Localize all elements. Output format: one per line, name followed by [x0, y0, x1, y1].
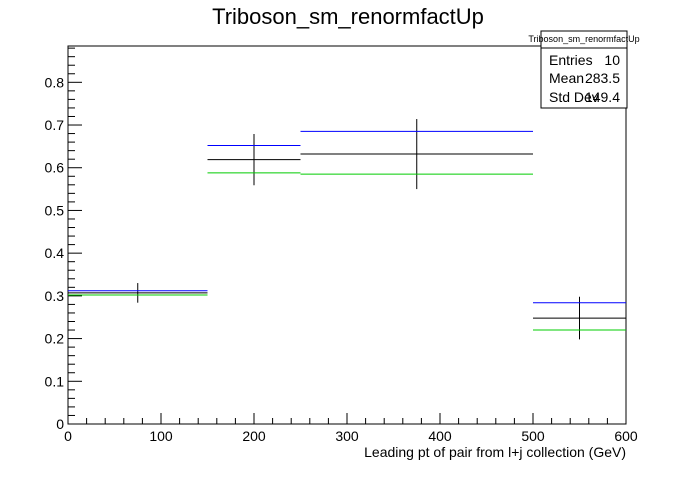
x-tick-label: 200 — [242, 428, 266, 444]
x-tick-label: 600 — [614, 428, 638, 444]
x-axis-label: Leading pt of pair from l+j collection (… — [364, 444, 626, 460]
stats-stddev-label: Std Dev — [549, 89, 599, 105]
series-1 — [68, 130, 626, 304]
stats-box-title: Triboson_sm_renormfactUp — [528, 34, 639, 44]
series-2 — [68, 172, 626, 331]
series-0 — [68, 119, 626, 340]
y-tick-label: 0 — [56, 416, 64, 432]
y-tick-label: 0.5 — [45, 202, 65, 218]
stats-stddev-value: 149.4 — [585, 89, 620, 105]
stats-entries-label: Entries — [549, 52, 593, 68]
x-tick-label: 100 — [149, 428, 173, 444]
y-tick-label: 0.2 — [45, 331, 65, 347]
y-tick-label: 0.4 — [45, 245, 65, 261]
y-tick-label: 0.7 — [45, 117, 65, 133]
chart-title: Triboson_sm_renormfactUp — [212, 4, 484, 29]
stats-box: Triboson_sm_renormfactUp Entries 10 Mean… — [528, 30, 640, 109]
x-tick-label: 300 — [335, 428, 359, 444]
x-tick-label: 400 — [428, 428, 452, 444]
stats-entries-value: 10 — [604, 52, 620, 68]
y-tick-label: 0.3 — [45, 288, 65, 304]
y-tick-label: 0.1 — [45, 373, 65, 389]
y-tick-label: 0.6 — [45, 160, 65, 176]
x-tick-label: 500 — [521, 428, 545, 444]
y-tick-label: 0.8 — [45, 74, 65, 90]
x-tick-label: 0 — [64, 428, 72, 444]
data-series — [68, 119, 626, 340]
stats-mean-value: 283.5 — [585, 70, 620, 86]
stats-mean-label: Mean — [549, 70, 584, 86]
stats-box-frame — [540, 30, 628, 109]
axes: 0 100 200 300 400 500 600 0 0.1 0.2 0.3 0.4 0.5 0.6 0.… — [45, 47, 638, 444]
